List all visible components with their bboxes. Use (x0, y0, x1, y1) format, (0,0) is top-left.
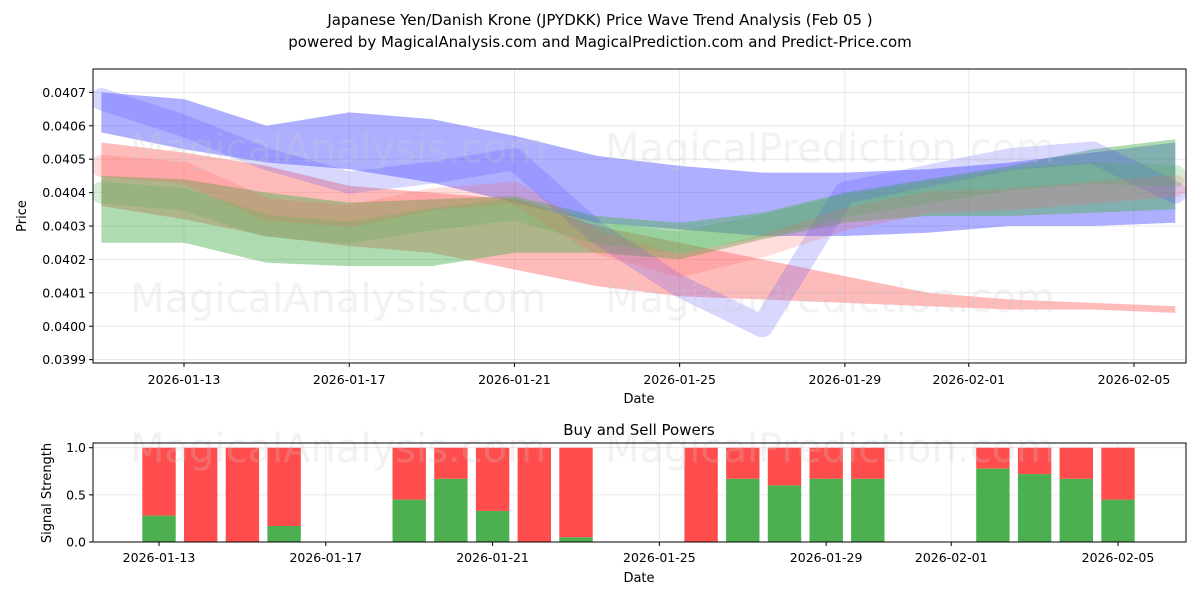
watermark-prediction-bottom: MagicalPrediction.com (605, 426, 1055, 472)
sell-bar (225, 447, 260, 542)
price-y-tick-label: 0.0403 (42, 219, 86, 234)
sell-bar (517, 447, 551, 542)
sell-bar (851, 447, 885, 479)
blue-wave-line (93, 88, 1186, 338)
sell-bar (684, 447, 718, 542)
price-x-axis: 2026-01-13 2026-01-17 2026-01-21 2026-01-25… (148, 363, 1171, 387)
price-y-tick-label: 0.0404 (42, 185, 86, 200)
price-x-axis-label: Date (623, 392, 654, 407)
signal-chart-title: Buy and Sell Powers (563, 421, 715, 439)
sell-bar (142, 447, 176, 516)
price-y-tick-label: 0.0407 (42, 85, 86, 100)
buy-bar (976, 468, 1010, 542)
red-wave-band (101, 142, 1176, 313)
signal-x-tick-label: 2026-01-17 (289, 550, 362, 565)
sell-bar (392, 447, 426, 500)
watermark-analysis-bottom: MagicalAnalysis.com (130, 426, 546, 472)
sell-bar (184, 447, 218, 542)
price-x-tick-label: 2026-01-25 (643, 372, 716, 387)
sell-bar (726, 447, 760, 479)
buy-bar (1059, 478, 1093, 542)
sell-bar (475, 447, 510, 511)
price-series (93, 88, 1186, 338)
buy-bar (475, 510, 510, 542)
sell-bar (809, 447, 843, 479)
signal-y-axis: 0.0 0.5 1.0 (66, 440, 93, 550)
price-y-tick-label: 0.0405 (42, 152, 86, 167)
price-x-tick-label: 2026-02-05 (1098, 372, 1171, 387)
signal-y-axis-label: Signal Strength (40, 443, 55, 543)
buy-bar (267, 526, 301, 542)
buy-bar (392, 499, 426, 542)
signal-x-tick-label: 2026-01-13 (123, 550, 196, 565)
signal-x-tick-label: 2026-01-21 (456, 550, 529, 565)
price-x-tick-label: 2026-01-29 (809, 372, 882, 387)
sell-bar (976, 447, 1010, 469)
signal-plot-frame (92, 442, 1187, 543)
sell-bar (267, 447, 301, 526)
signal-x-tick-label: 2026-02-01 (915, 550, 988, 565)
sell-bar (434, 447, 468, 479)
chart-title-line-2: powered by MagicalAnalysis.com and Magic… (288, 33, 912, 51)
blue-wave-band (101, 92, 1176, 237)
watermark-analysis-top: MagicalAnalysis.com (130, 126, 546, 172)
sell-bar (559, 447, 593, 538)
signal-x-axis-label: Date (623, 571, 654, 586)
price-y-tick-label: 0.0402 (42, 252, 86, 267)
signal-x-axis: 2026-01-13 2026-01-17 2026-01-21 2026-01-25… (123, 542, 1155, 565)
buy-bar (851, 478, 885, 542)
price-x-tick-label: 2026-01-13 (148, 372, 221, 387)
buy-bar (142, 515, 176, 542)
sell-bar (1017, 447, 1052, 475)
watermark-prediction-mid: MagicalPrediction.com (605, 276, 1055, 322)
signal-x-tick-label: 2026-02-05 (1082, 550, 1155, 565)
buy-bar (809, 478, 843, 542)
signal-watermarks: MagicalAnalysis.com MagicalPrediction.co… (130, 426, 1055, 472)
price-y-tick-label: 0.0401 (42, 285, 86, 300)
signal-bars (142, 447, 1135, 542)
red-wave-line (93, 154, 1186, 278)
buy-bar (434, 478, 468, 542)
watermark-analysis-mid: MagicalAnalysis.com (130, 276, 546, 322)
signal-x-tick-label: 2026-01-25 (623, 550, 696, 565)
price-y-tick-label: 0.0399 (42, 352, 86, 367)
price-plot-frame (92, 68, 1187, 364)
price-watermarks: MagicalAnalysis.com MagicalPrediction.co… (130, 126, 1055, 322)
buy-bar (559, 537, 593, 542)
price-y-axis-label: Price (15, 200, 30, 232)
buy-bar (726, 478, 760, 542)
sell-bar (1101, 447, 1135, 500)
price-y-tick-label: 0.0406 (42, 118, 86, 133)
buy-bar (1101, 499, 1135, 542)
signal-y-tick-label: 0.0 (66, 535, 86, 550)
watermark-prediction-top: MagicalPrediction.com (605, 126, 1055, 172)
chart-title-line-1: Japanese Yen/Danish Krone (JPYDKK) Price… (326, 11, 872, 29)
price-x-tick-label: 2026-01-17 (313, 372, 386, 387)
price-y-axis: 0.0399 0.0400 0.0401 0.0402 0.0403 0.0404 0.04… (42, 85, 93, 367)
buy-bar (1017, 474, 1052, 542)
signal-y-tick-label: 1.0 (66, 440, 86, 455)
sell-bar (767, 447, 802, 486)
price-x-tick-label: 2026-01-21 (478, 372, 551, 387)
green-wave-line (93, 161, 1186, 254)
green-wave-band (101, 139, 1176, 267)
price-x-tick-label: 2026-02-01 (932, 372, 1005, 387)
sell-bar (1059, 447, 1093, 479)
price-grid (93, 69, 1186, 363)
price-y-tick-label: 0.0400 (42, 319, 86, 334)
signal-x-tick-label: 2026-01-29 (790, 550, 863, 565)
buy-bar (767, 485, 802, 542)
signal-y-tick-label: 0.5 (66, 487, 86, 502)
